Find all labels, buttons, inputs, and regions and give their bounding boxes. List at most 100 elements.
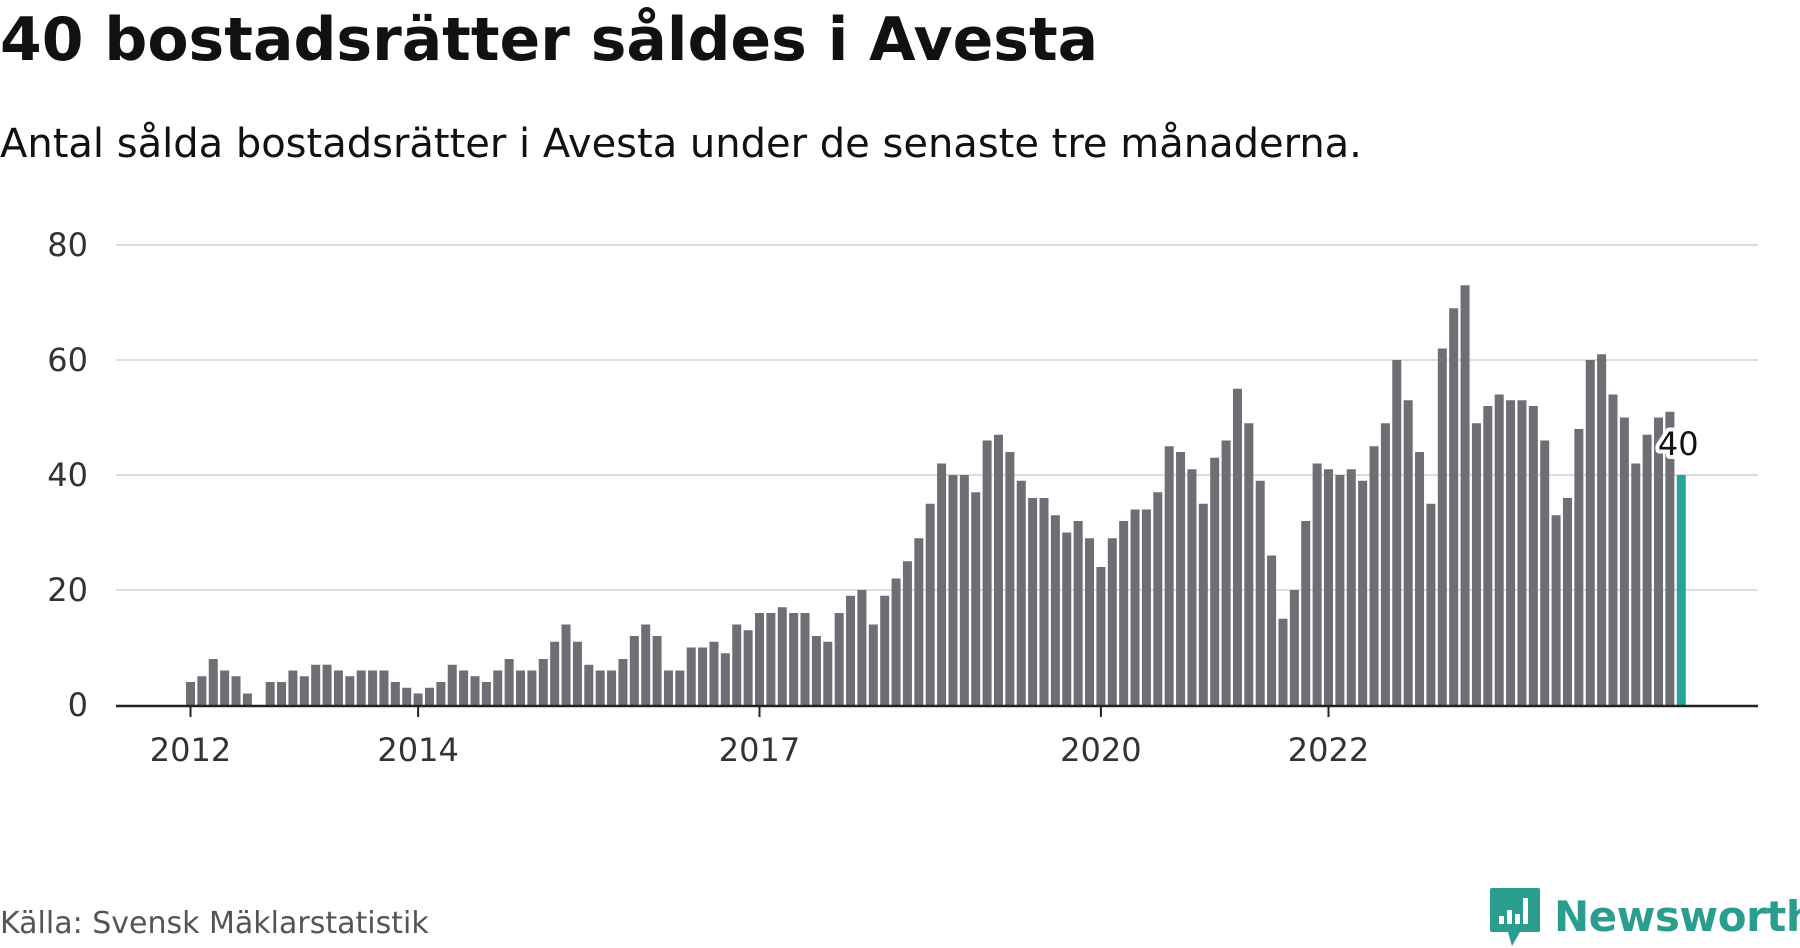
- bar: [1016, 480, 1026, 705]
- bar: [1028, 498, 1038, 705]
- bar: [1141, 509, 1151, 705]
- bar: [641, 624, 651, 705]
- bar: [572, 641, 582, 705]
- newsworthy-logo-icon: [1490, 888, 1540, 946]
- bar: [1551, 515, 1561, 705]
- bar: [880, 595, 890, 705]
- bar: [1244, 423, 1254, 705]
- bar: [561, 624, 571, 705]
- bar: [777, 607, 787, 705]
- y-tick-label: 60: [47, 341, 88, 379]
- bar: [1198, 503, 1208, 705]
- bar: [1631, 463, 1641, 705]
- bar: [675, 670, 685, 705]
- bar: [1267, 555, 1277, 705]
- bar: [481, 682, 491, 705]
- bar: [789, 613, 799, 705]
- bar: [1039, 498, 1049, 705]
- bar: [1130, 509, 1140, 705]
- bar: [1153, 492, 1163, 705]
- bar: [1062, 532, 1072, 705]
- bar: [1346, 469, 1356, 705]
- bar: [1619, 417, 1629, 705]
- bar: [197, 676, 207, 705]
- bar: [1608, 394, 1618, 705]
- bar: [743, 630, 753, 705]
- bar: [914, 538, 924, 705]
- bar: [607, 670, 617, 705]
- bar: [1574, 429, 1584, 705]
- bar: [1301, 521, 1311, 705]
- bar: [1221, 440, 1231, 705]
- bar: [948, 475, 958, 705]
- x-tick-label: 2014: [377, 731, 458, 769]
- bar: [1642, 434, 1652, 705]
- bar: [959, 475, 969, 705]
- bar: [1403, 400, 1413, 705]
- bar: [1483, 406, 1493, 705]
- bar: [1324, 469, 1333, 705]
- bar: [1471, 423, 1481, 705]
- bar: [516, 670, 526, 705]
- x-tick-label: 2017: [719, 731, 800, 769]
- bar: [663, 670, 673, 705]
- bar: [1540, 440, 1550, 705]
- bar: [277, 682, 287, 705]
- bar: [208, 659, 218, 705]
- bar: [652, 636, 662, 705]
- bar: [732, 624, 742, 705]
- bar: [1437, 348, 1447, 705]
- bar: [1460, 285, 1470, 705]
- bar: [1187, 469, 1197, 705]
- bar: [504, 659, 514, 705]
- bar: [1119, 521, 1129, 705]
- bar: [493, 670, 503, 705]
- bar: [1517, 400, 1527, 705]
- bar: [186, 682, 195, 705]
- bar: [1085, 538, 1095, 705]
- bar: [527, 670, 537, 705]
- bar: [1073, 521, 1083, 705]
- newsworthy-logo[interactable]: Newsworthy: [1488, 886, 1800, 948]
- bar: [766, 613, 776, 705]
- bar: [402, 687, 412, 705]
- bar: [709, 641, 719, 705]
- bar: [868, 624, 878, 705]
- bar: [459, 670, 469, 705]
- bar: [1665, 411, 1675, 705]
- bar: [470, 676, 480, 705]
- bar: [1585, 360, 1595, 705]
- bar: [755, 613, 764, 705]
- bar: [823, 641, 833, 705]
- bar: [1358, 480, 1368, 705]
- bar: [971, 492, 981, 705]
- bar: [595, 670, 605, 705]
- x-tick-label: 2022: [1288, 731, 1369, 769]
- bar: [1415, 452, 1425, 705]
- bar: [1312, 463, 1322, 705]
- bar: [1232, 388, 1242, 705]
- bar: [1597, 354, 1607, 705]
- bar: [436, 682, 446, 705]
- y-tick-label: 40: [47, 456, 88, 494]
- bar: [1654, 417, 1664, 705]
- bar: [1449, 308, 1459, 705]
- bar: [1335, 475, 1345, 705]
- bar: [1369, 446, 1379, 705]
- bar-chart: 0 20 40 60 80 2012 2014 2017 2020 2022 40: [47, 226, 1758, 769]
- bar: [356, 670, 366, 705]
- bar: [846, 595, 856, 705]
- bar: [1289, 590, 1299, 705]
- source-note: Källa: Svensk Mäklarstatistik: [0, 906, 429, 941]
- bar: [937, 463, 947, 705]
- bar: [231, 676, 241, 705]
- bar: [447, 664, 457, 705]
- bar: [1255, 480, 1265, 705]
- bar: [811, 636, 821, 705]
- bar: [345, 676, 355, 705]
- bar: [1278, 618, 1288, 705]
- bar: [242, 693, 252, 705]
- bar: [1176, 452, 1186, 705]
- bar: [288, 670, 298, 705]
- bar: [1050, 515, 1060, 705]
